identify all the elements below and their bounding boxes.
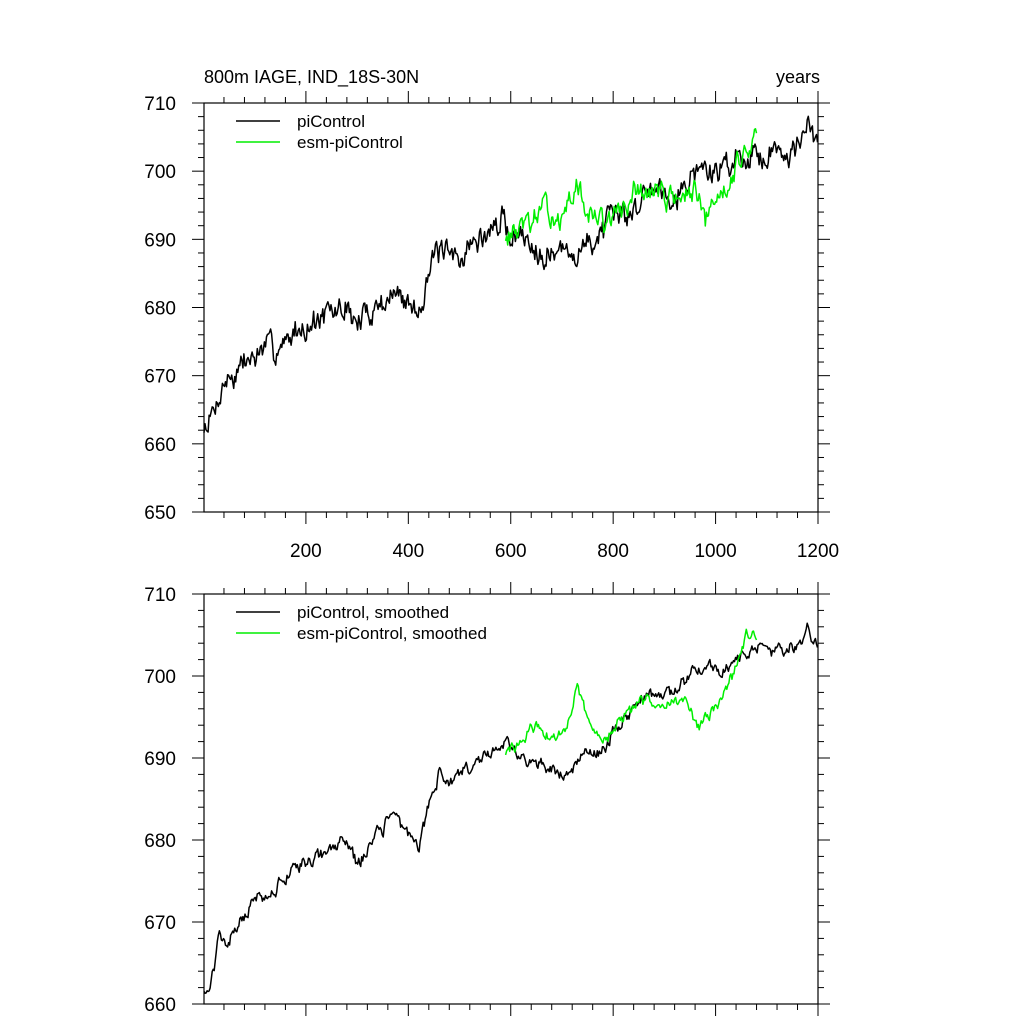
top-series-lines (203, 115, 819, 433)
x-tick-label: 1200 (797, 541, 839, 562)
y-tick-label: 690 (144, 749, 176, 770)
bottom-series-line-picontrol (203, 622, 819, 995)
y-tick-label: 650 (144, 503, 176, 524)
x-tick-label: 400 (392, 541, 424, 562)
legend-label-esm-picontrol-smoothed: esm-piControl, smoothed (297, 624, 487, 643)
y-tick-label: 710 (144, 585, 176, 606)
chart-right-title: years (776, 67, 820, 87)
legend-label-picontrol-smoothed: piControl, smoothed (297, 603, 449, 622)
bottom-series-lines (203, 622, 819, 995)
x-tick-label: 1000 (694, 541, 736, 562)
bottom-axis-ticks (192, 582, 830, 1016)
top-series-line-esm-picontrol (504, 128, 758, 246)
y-tick-label: 700 (144, 667, 176, 688)
top-panel: 800m IAGE, IND_18S-30N years 650 660 670 68… (144, 67, 839, 562)
x-tick-label: 800 (597, 541, 629, 562)
legend-label-esm-picontrol: esm-piControl (297, 133, 403, 152)
y-tick-label: 680 (144, 299, 176, 320)
top-legend: piControl esm-piControl (236, 112, 403, 152)
chart-title: 800m IAGE, IND_18S-30N (204, 67, 419, 88)
top-axis-ticks (192, 91, 830, 524)
y-tick-label: 690 (144, 230, 176, 251)
top-series-line-picontrol (203, 115, 819, 433)
y-tick-label: 660 (144, 435, 176, 456)
bottom-panel: 660 670 680 690 700 710 piControl, smoothed e… (144, 582, 830, 1016)
x-tick-label: 200 (290, 541, 322, 562)
legend-label-picontrol: piControl (297, 112, 365, 131)
y-tick-label: 710 (144, 94, 176, 115)
y-tick-label: 680 (144, 831, 176, 852)
y-tick-label: 700 (144, 162, 176, 183)
x-tick-label: 600 (495, 541, 527, 562)
top-y-tick-labels: 650 660 670 680 690 700 710 (144, 94, 176, 524)
bottom-y-tick-labels: 660 670 680 690 700 710 (144, 585, 176, 1016)
bottom-legend: piControl, smoothed esm-piControl, smoot… (236, 603, 487, 643)
top-plot-frame (203, 102, 819, 513)
bottom-series-line-esm-picontrol (504, 628, 758, 756)
bottom-plot-frame (203, 593, 819, 1005)
y-tick-label: 660 (144, 995, 176, 1016)
y-tick-label: 670 (144, 913, 176, 934)
top-x-tick-labels: 200 400 600 800 1000 1200 (290, 541, 839, 562)
y-tick-label: 670 (144, 367, 176, 388)
